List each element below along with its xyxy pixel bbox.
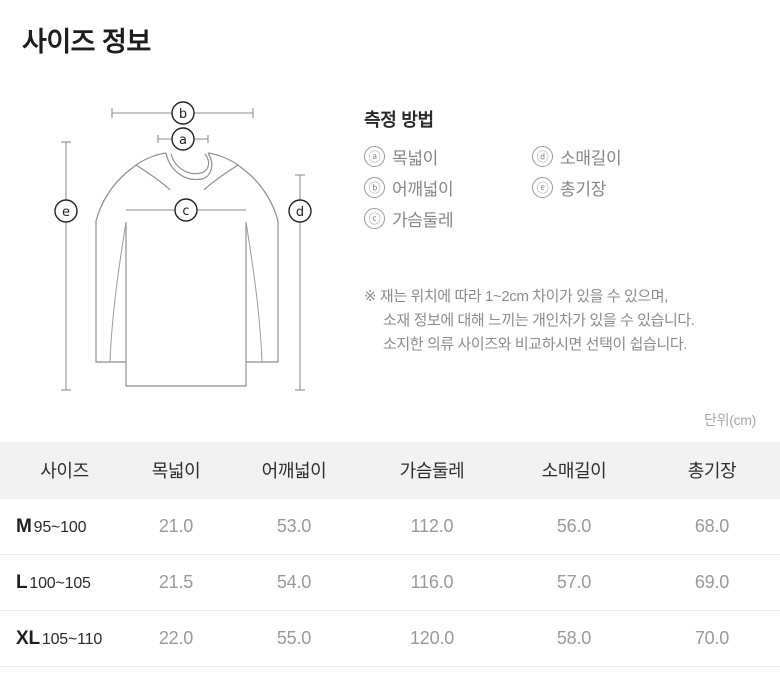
- table-body: M 95~100 21.0 53.0 112.0 56.0 68.0 L 100~1…: [0, 498, 780, 667]
- tee-outline: [95, 152, 279, 387]
- marker-d: d: [288, 199, 312, 223]
- cell-neck-width: 21.5: [124, 554, 228, 611]
- cell-sleeve-length: 56.0: [504, 498, 644, 555]
- measurement-note: ※ 재는 위치에 따라 1~2cm 차이가 있을 수 있으며, 소재 정보에 대…: [364, 285, 764, 357]
- legend-item-sleeve-length: ⓓ 소매길이: [532, 141, 622, 172]
- header-shoulder-width: 어깨넓이: [228, 442, 360, 499]
- marker-b: b: [171, 101, 195, 125]
- circle-b-icon: ⓑ: [364, 177, 385, 198]
- circle-d-icon: ⓓ: [532, 146, 553, 167]
- legend-item-shoulder-width: ⓑ 어깨넓이: [364, 172, 454, 203]
- marker-c: c: [174, 198, 198, 222]
- header-sleeve-length: 소매길이: [504, 442, 644, 499]
- header-size: 사이즈: [0, 442, 124, 499]
- legend-item-total-length: ⓔ 총기장: [532, 172, 621, 203]
- cell-total-length: 69.0: [644, 554, 780, 611]
- header-chest: 가슴둘레: [360, 442, 504, 499]
- legend-title: 측정 방법: [364, 110, 434, 130]
- marker-a: a: [171, 127, 195, 151]
- legend-label-neck-width: 목넓이: [392, 149, 439, 168]
- legend-column-left: ⓐ 목넓이 ⓑ 어깨넓이 ⓒ 가슴둘레: [364, 141, 454, 234]
- page-title: 사이즈 정보: [22, 27, 151, 57]
- cell-size: M 95~100: [0, 498, 124, 555]
- cell-size: XL 105~110: [0, 610, 124, 667]
- marker-e: e: [54, 199, 78, 223]
- header-total-length: 총기장: [644, 442, 780, 499]
- legend-label-shoulder-width: 어깨넓이: [392, 180, 454, 199]
- cell-sleeve-length: 58.0: [504, 610, 644, 667]
- header-neck-width: 목넓이: [124, 442, 228, 499]
- size-range: 105~110: [41, 630, 103, 648]
- size-table: 사이즈 목넓이 어깨넓이 가슴둘레 소매길이 총기장 M 95~100 21.0 …: [0, 442, 780, 667]
- svg-text:b: b: [179, 107, 187, 122]
- cell-sleeve-length: 57.0: [504, 554, 644, 611]
- table-row: M 95~100 21.0 53.0 112.0 56.0 68.0: [0, 498, 780, 555]
- size-range: 95~100: [33, 518, 87, 536]
- size-range: 100~105: [29, 574, 91, 592]
- cell-chest: 120.0: [360, 610, 504, 667]
- note-line-2: 소재 정보에 대해 느끼는 개인차가 있을 수 있습니다.: [383, 312, 695, 329]
- cell-chest: 116.0: [360, 554, 504, 611]
- table-row: XL 105~110 22.0 55.0 120.0 58.0 70.0: [0, 610, 780, 667]
- note-line-1: ※ 재는 위치에 따라 1~2cm 차이가 있을 수 있으며,: [364, 288, 668, 305]
- cell-neck-width: 22.0: [124, 610, 228, 667]
- dimension-line-e: [61, 141, 71, 391]
- cell-total-length: 68.0: [644, 498, 780, 555]
- cell-chest: 112.0: [360, 498, 504, 555]
- note-line-3: 소지한 의류 사이즈와 비교하시면 선택이 쉽습니다.: [383, 336, 688, 353]
- table-header: 사이즈 목넓이 어깨넓이 가슴둘레 소매길이 총기장: [0, 442, 780, 499]
- legend-item-neck-width: ⓐ 목넓이: [364, 141, 453, 172]
- cell-shoulder-width: 53.0: [228, 498, 360, 555]
- legend-item-chest: ⓒ 가슴둘레: [364, 203, 454, 234]
- table-header-row: 사이즈 목넓이 어깨넓이 가슴둘레 소매길이 총기장: [0, 442, 780, 499]
- table-row: L 100~105 21.5 54.0 116.0 57.0 69.0: [0, 554, 780, 611]
- cell-shoulder-width: 55.0: [228, 610, 360, 667]
- legend-label-sleeve-length: 소매길이: [560, 149, 622, 168]
- cell-size: L 100~105: [0, 554, 124, 611]
- legend-label-total-length: 총기장: [560, 180, 607, 199]
- circle-a-icon: ⓐ: [364, 146, 385, 167]
- circle-e-icon: ⓔ: [532, 177, 553, 198]
- cell-neck-width: 21.0: [124, 498, 228, 555]
- measurement-legend: 측정 방법 ⓐ 목넓이 ⓑ 어깨넓이 ⓒ 가슴둘레 ⓓ 소매길이 ⓔ 총기장: [364, 106, 774, 230]
- size-letter: XL: [16, 627, 40, 649]
- svg-text:c: c: [182, 204, 189, 219]
- legend-column-right: ⓓ 소매길이 ⓔ 총기장: [532, 141, 622, 203]
- size-letter: M: [16, 515, 32, 537]
- svg-text:d: d: [296, 205, 304, 220]
- size-letter: L: [16, 571, 28, 593]
- unit-label: 단위(cm): [704, 412, 756, 428]
- cell-total-length: 70.0: [644, 610, 780, 667]
- legend-label-chest: 가슴둘레: [392, 211, 454, 230]
- cell-shoulder-width: 54.0: [228, 554, 360, 611]
- svg-text:e: e: [62, 205, 70, 220]
- circle-c-icon: ⓒ: [364, 208, 385, 229]
- garment-diagram: b a c e d: [0, 90, 350, 410]
- svg-text:a: a: [179, 133, 187, 148]
